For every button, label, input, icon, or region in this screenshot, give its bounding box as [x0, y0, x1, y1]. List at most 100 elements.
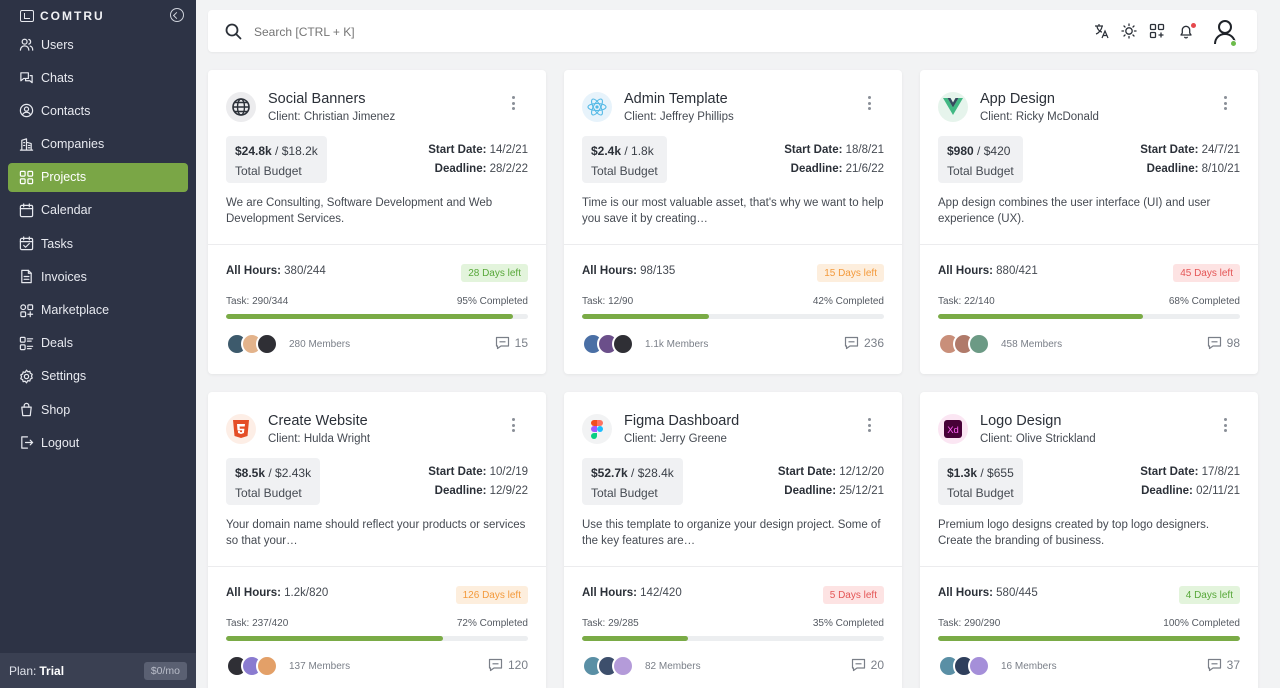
project-title[interactable]: Logo Design [980, 413, 1062, 429]
progress-bar [938, 314, 1240, 319]
sun-icon[interactable] [1121, 23, 1137, 39]
search-icon[interactable] [225, 23, 242, 40]
sidebar-item-label: Invoices [41, 269, 87, 284]
budget-amount: $2.4k / 1.8k [591, 144, 658, 158]
member-avatars [582, 655, 634, 677]
comments-count[interactable]: 15 [495, 336, 528, 350]
brand-name: COMTRU [40, 9, 105, 23]
member-avatar[interactable] [968, 655, 990, 677]
progress-fill [226, 636, 444, 641]
members-count[interactable]: 137 Members [289, 661, 351, 672]
plan-price-badge[interactable]: $0/mo [143, 662, 187, 680]
deadline-label: Deadline: [1146, 163, 1199, 175]
members-count[interactable]: 280 Members [289, 339, 351, 350]
project-card[interactable]: Create Website Client: Hulda Wright $8.5k … [208, 392, 546, 688]
project-client: Client: Ricky McDonald [980, 111, 1099, 123]
sidebar-item-label: Marketplace [41, 303, 110, 317]
completed-percent: 72% Completed [456, 618, 528, 629]
all-hours: All Hours: 880/421 [938, 265, 1038, 277]
react-icon [582, 92, 612, 122]
card-header: Admin Template Client: Jeffrey Phillips $2… [564, 70, 902, 245]
comment-icon [844, 336, 859, 350]
budget-amount: $1.3k / $655 [947, 466, 1014, 480]
more-options-icon[interactable] [1223, 96, 1227, 110]
project-card[interactable]: Xd Logo Design Client: Olive Strickland $1.… [920, 392, 1258, 688]
plan-value: Trial [39, 663, 65, 678]
translate-icon[interactable] [1094, 23, 1110, 39]
project-title[interactable]: Social Banners [268, 91, 366, 107]
hours-value: 142/420 [640, 587, 682, 599]
project-title[interactable]: Admin Template [624, 91, 728, 107]
project-title[interactable]: App Design [980, 91, 1055, 107]
user-avatar-icon[interactable] [1213, 19, 1237, 45]
apps-grid-icon[interactable] [1149, 23, 1165, 39]
card-footer: All Hours: 380/244 28 Days left Task: 290/… [208, 245, 546, 374]
comments-count[interactable]: 98 [1207, 336, 1240, 350]
project-card[interactable]: App Design Client: Ricky McDonald $980 / $… [920, 70, 1258, 374]
sidebar-item-invoices[interactable]: Invoices [8, 262, 188, 291]
comments-count[interactable]: 120 [488, 658, 528, 672]
project-card[interactable]: Social Banners Client: Christian Jimenez $… [208, 70, 546, 374]
comments-count[interactable]: 37 [1207, 658, 1240, 672]
sidebar-item-deals[interactable]: Deals [8, 329, 188, 358]
project-card[interactable]: Figma Dashboard Client: Jerry Greene $52.7… [564, 392, 902, 688]
project-card[interactable]: Admin Template Client: Jeffrey Phillips $2… [564, 70, 902, 374]
project-client: Client: Christian Jimenez [268, 111, 395, 123]
deadline-label: Deadline: [434, 485, 487, 497]
bell-icon[interactable] [1178, 23, 1194, 39]
more-options-icon[interactable] [511, 96, 515, 110]
member-avatar[interactable] [612, 655, 634, 677]
sidebar-item-calendar[interactable]: Calendar [8, 196, 188, 225]
card-header: App Design Client: Ricky McDonald $980 / $… [920, 70, 1258, 245]
progress-fill [582, 314, 709, 319]
sidebar-item-logout[interactable]: Logout [8, 428, 188, 457]
days-left-badge: 45 Days left [1173, 264, 1240, 282]
more-options-icon[interactable] [511, 418, 515, 432]
task-count: Task: 237/420 [226, 618, 289, 629]
client-label: Client: [268, 111, 301, 123]
sidebar-item-projects[interactable]: Projects [8, 162, 188, 192]
project-description: Use this template to organize your desig… [582, 519, 881, 547]
sidebar-item-companies[interactable]: Companies [8, 130, 188, 159]
budget-label: Total Budget [947, 486, 1014, 500]
comments-count[interactable]: 20 [851, 658, 884, 672]
deals-icon [19, 336, 34, 351]
search-input[interactable] [254, 22, 654, 42]
more-options-icon[interactable] [867, 418, 871, 432]
member-avatar[interactable] [968, 333, 990, 355]
project-title[interactable]: Figma Dashboard [624, 413, 740, 429]
collapse-sidebar-icon[interactable] [170, 8, 184, 22]
members-count[interactable]: 16 Members [1001, 661, 1057, 672]
members-count[interactable]: 82 Members [645, 661, 701, 672]
sidebar-item-contacts[interactable]: Contacts [8, 96, 188, 125]
projects-icon [19, 170, 34, 185]
budget-total: / $655 [980, 466, 1014, 480]
progress-bar [582, 636, 884, 641]
sidebar-item-chats[interactable]: Chats [8, 63, 188, 92]
client-name: Ricky McDonald [1015, 111, 1099, 123]
sidebar-item-tasks[interactable]: Tasks [8, 229, 188, 258]
html5-icon [226, 414, 256, 444]
hours-label: All Hours: [226, 587, 281, 599]
member-avatar[interactable] [256, 333, 278, 355]
all-hours: All Hours: 142/420 [582, 587, 682, 599]
sidebar-item-marketplace[interactable]: Marketplace [8, 296, 188, 325]
budget-amount: $8.5k / $2.43k [235, 466, 311, 480]
project-dates: Start Date: 12/12/20 Deadline: 25/12/21 [778, 463, 884, 501]
client-label: Client: [624, 111, 657, 123]
deadline-label: Deadline: [784, 485, 837, 497]
members-count[interactable]: 458 Members [1001, 339, 1063, 350]
more-options-icon[interactable] [867, 96, 871, 110]
comments-count[interactable]: 236 [844, 336, 884, 350]
member-avatar[interactable] [612, 333, 634, 355]
member-avatar[interactable] [256, 655, 278, 677]
progress-bar [582, 314, 884, 319]
sidebar-item-settings[interactable]: Settings [8, 362, 188, 391]
members-count[interactable]: 1.1k Members [645, 339, 709, 350]
sidebar-item-shop[interactable]: Shop [8, 395, 188, 424]
brand[interactable]: COMTRU [20, 8, 105, 24]
more-options-icon[interactable] [1223, 418, 1227, 432]
start-date: 18/8/21 [845, 144, 884, 156]
project-title[interactable]: Create Website [268, 413, 368, 429]
sidebar-item-users[interactable]: Users [8, 30, 188, 59]
